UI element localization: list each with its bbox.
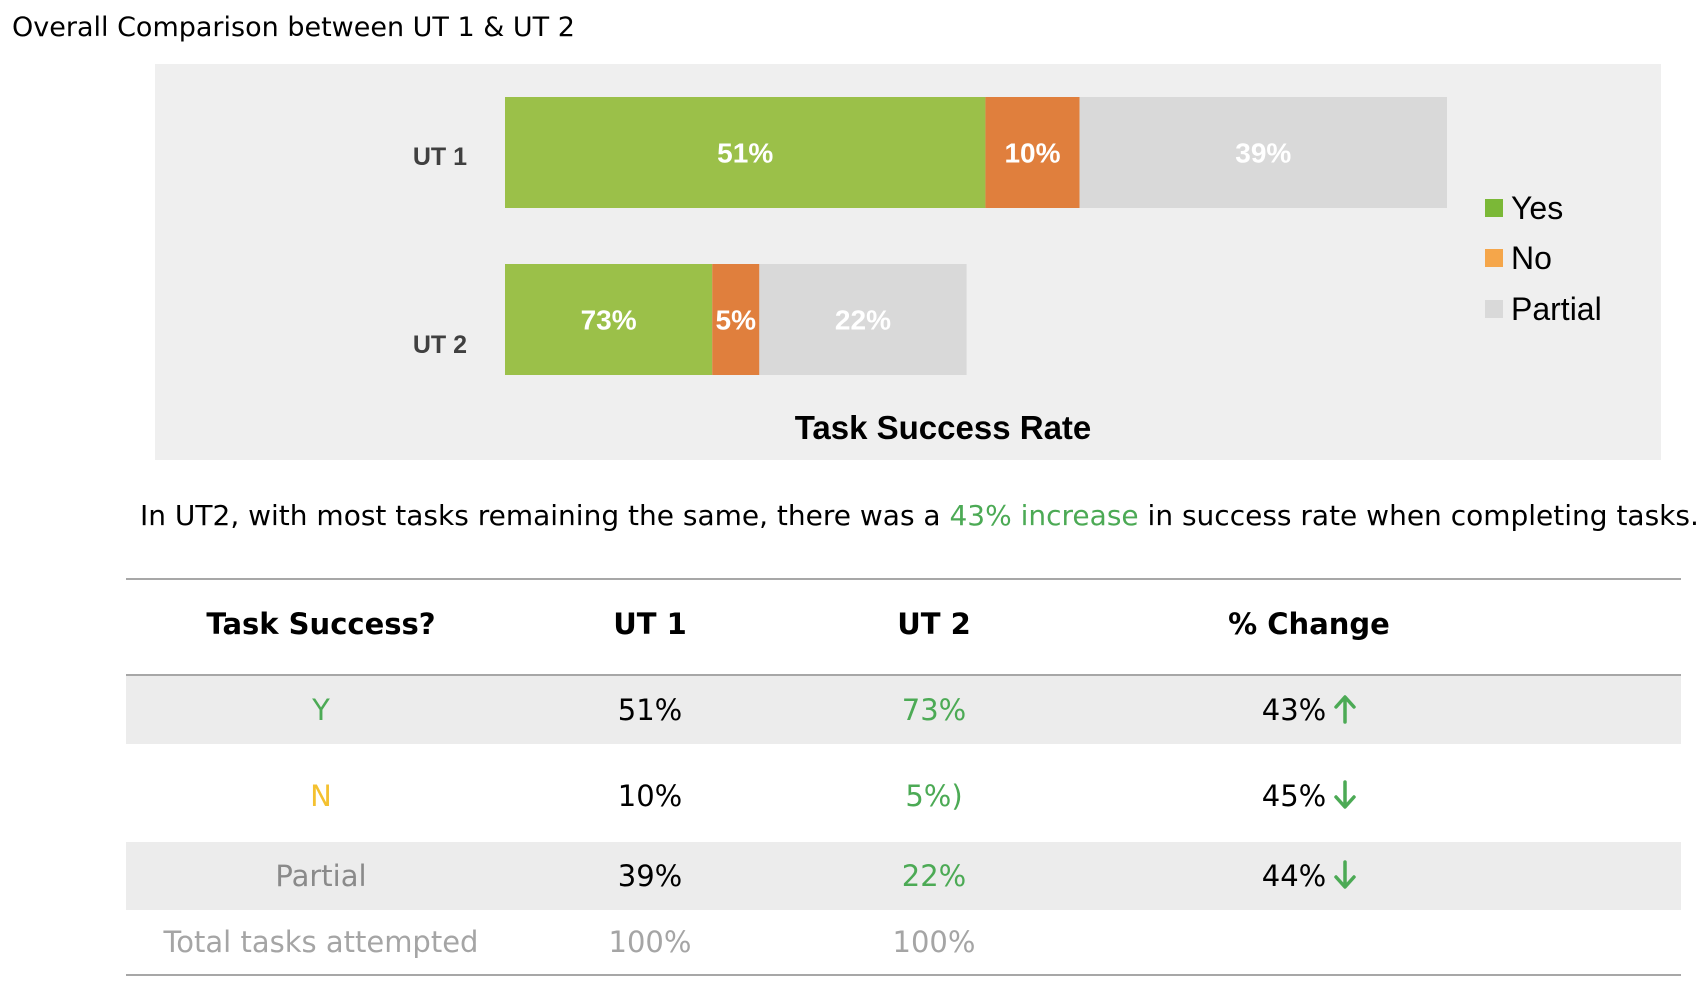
row-partial-ut2: 22% bbox=[901, 859, 967, 893]
table-row-partial: Partial 39% 22% 44% bbox=[126, 842, 1681, 910]
row-total-ut2: 100% bbox=[892, 925, 976, 959]
row-label-partial: Partial bbox=[275, 859, 367, 893]
summary-text: In UT2, with most tasks remaining the sa… bbox=[140, 494, 1700, 538]
table-row-total: Total tasks attempted 100% 100% bbox=[126, 908, 1681, 976]
table-row-no: N 10% 5%) 45% bbox=[126, 762, 1681, 830]
bar-partial-1 bbox=[1079, 97, 1447, 208]
comparison-table: Task Success? UT 1 UT 2 % Change Y 51% 7… bbox=[126, 578, 1681, 976]
legend-label-yes: Yes bbox=[1511, 190, 1563, 226]
arrow-down-icon bbox=[1334, 860, 1356, 889]
row-label-y: Y bbox=[312, 693, 330, 727]
table-bottom-rule bbox=[126, 974, 1681, 976]
row-y-change-cell: 43% bbox=[1084, 676, 1534, 744]
category-label-1: UT 1 bbox=[413, 143, 467, 171]
header-ut1: UT 1 bbox=[613, 607, 687, 641]
row-label-n: N bbox=[310, 779, 332, 813]
data-label-yes-2: 73% bbox=[581, 305, 637, 336]
header-bottom-rule bbox=[126, 674, 1681, 676]
bar-yes-2 bbox=[505, 264, 713, 375]
data-label-partial-1: 39% bbox=[1235, 138, 1291, 169]
header-change: % Change bbox=[1228, 607, 1390, 641]
table-header-row: Task Success? UT 1 UT 2 % Change bbox=[126, 590, 1681, 658]
legend-swatch-yes bbox=[1485, 199, 1503, 217]
row-label-total: Total tasks attempted bbox=[163, 925, 479, 959]
legend-label-no: No bbox=[1511, 240, 1552, 276]
row-n-ut2: 5%) bbox=[905, 779, 963, 813]
header-task-success: Task Success? bbox=[206, 607, 436, 641]
summary-before: In UT2, with most tasks remaining the sa… bbox=[140, 499, 950, 532]
bar-no-1 bbox=[985, 97, 1080, 208]
row-y-ut1: 51% bbox=[617, 693, 683, 727]
header-ut2: UT 2 bbox=[897, 607, 971, 641]
legend-swatch-no bbox=[1485, 249, 1503, 267]
data-label-no-1: 10% bbox=[1004, 138, 1060, 169]
summary-after: in success rate when completing tasks. bbox=[1138, 499, 1699, 532]
bar-partial-2 bbox=[759, 264, 967, 375]
row-partial-ut1: 39% bbox=[617, 859, 683, 893]
bar-no-2 bbox=[712, 264, 760, 375]
row-partial-change-cell: 44% bbox=[1084, 842, 1534, 910]
chart-panel: UT 1 51% 10% 39% UT 2 73% 5% 22% Yes No Partial Tas… bbox=[155, 64, 1661, 460]
stacked-bar-chart: UT 1 51% 10% 39% UT 2 73% 5% 22% Yes No Partial Tas… bbox=[413, 97, 1602, 446]
row-y-change: 43% bbox=[1261, 693, 1327, 727]
data-label-partial-2: 22% bbox=[835, 305, 891, 336]
row-n-change-cell: 45% bbox=[1084, 762, 1534, 830]
arrow-up-icon bbox=[1334, 695, 1356, 724]
row-n-change: 45% bbox=[1261, 779, 1327, 813]
table-row-yes: Y 51% 73% 43% bbox=[126, 676, 1681, 744]
row-n-ut1: 10% bbox=[617, 779, 683, 813]
category-label-2: UT 2 bbox=[413, 331, 467, 359]
row-partial-change: 44% bbox=[1261, 859, 1327, 893]
legend-label-partial: Partial bbox=[1511, 291, 1602, 327]
row-total-ut1: 100% bbox=[608, 925, 692, 959]
row-y-ut2: 73% bbox=[901, 693, 967, 727]
data-label-no-2: 5% bbox=[716, 305, 757, 336]
x-axis-label: Task Success Rate bbox=[795, 409, 1092, 446]
bar-yes-1 bbox=[505, 97, 986, 208]
arrow-down-icon bbox=[1334, 780, 1356, 809]
table-top-rule bbox=[126, 578, 1681, 580]
legend-swatch-partial bbox=[1485, 300, 1503, 318]
data-label-yes-1: 51% bbox=[717, 138, 773, 169]
page-title: Overall Comparison between UT 1 & UT 2 bbox=[12, 12, 575, 43]
summary-highlight: 43% increase bbox=[949, 499, 1139, 532]
